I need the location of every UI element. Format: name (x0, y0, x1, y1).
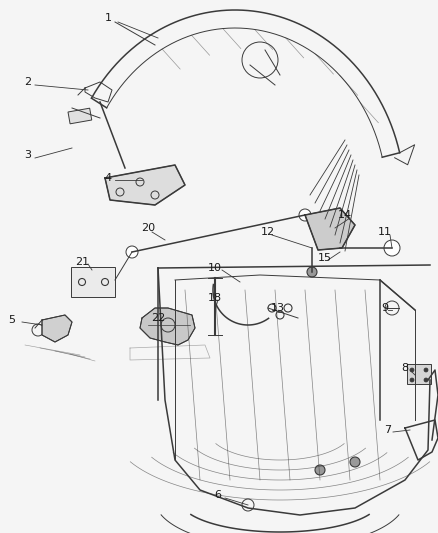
Circle shape (410, 368, 414, 372)
FancyBboxPatch shape (407, 364, 431, 384)
Text: 22: 22 (151, 313, 165, 323)
Text: 2: 2 (25, 77, 32, 87)
Circle shape (126, 246, 138, 258)
Text: 10: 10 (208, 263, 222, 273)
Text: 1: 1 (105, 13, 112, 23)
Polygon shape (305, 208, 355, 250)
Text: 3: 3 (25, 150, 32, 160)
Circle shape (410, 378, 414, 382)
Text: 12: 12 (261, 227, 275, 237)
Text: 7: 7 (385, 425, 392, 435)
Text: 11: 11 (378, 227, 392, 237)
Polygon shape (140, 308, 195, 345)
Text: 6: 6 (215, 490, 222, 500)
Text: 4: 4 (104, 173, 112, 183)
Circle shape (315, 465, 325, 475)
Circle shape (424, 378, 428, 382)
Text: 8: 8 (402, 363, 409, 373)
Text: 18: 18 (208, 293, 222, 303)
Text: 5: 5 (8, 315, 15, 325)
Text: 13: 13 (271, 303, 285, 313)
Circle shape (384, 240, 400, 256)
Text: 15: 15 (318, 253, 332, 263)
Circle shape (424, 368, 428, 372)
Circle shape (350, 457, 360, 467)
Text: 21: 21 (75, 257, 89, 267)
Circle shape (299, 209, 311, 221)
Polygon shape (42, 315, 72, 342)
Text: 20: 20 (141, 223, 155, 233)
Circle shape (307, 267, 317, 277)
Polygon shape (105, 165, 185, 205)
Bar (68, 108, 92, 124)
FancyBboxPatch shape (71, 267, 115, 297)
Text: 14: 14 (338, 210, 352, 220)
Text: 9: 9 (381, 303, 389, 313)
